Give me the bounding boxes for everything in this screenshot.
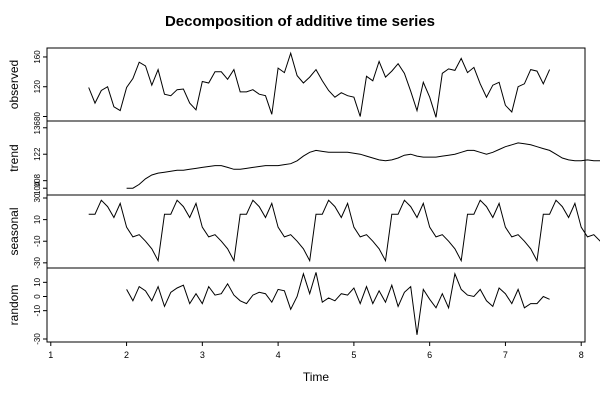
y-tick-label: 136 (33, 121, 42, 135)
panel-frame (46, 120, 586, 196)
x-tick-label: 7 (503, 350, 508, 360)
series-line-seasonal (88, 199, 600, 263)
y-tick-label: 30 (33, 193, 42, 202)
y-tick-label: 10 (33, 277, 42, 286)
y-tick-label: 80 (33, 112, 42, 121)
x-tick-label: 8 (579, 350, 584, 360)
x-tick-label: 1 (48, 350, 53, 360)
x-tick-label: 3 (200, 350, 205, 360)
panel-observed: 80 120 160 observed (7, 47, 586, 122)
y-tick-label: -10 (33, 235, 42, 247)
y-tick-label: 160 (33, 50, 42, 64)
panel-label-observed: observed (7, 60, 21, 109)
x-tick-label: 6 (427, 350, 432, 360)
x-axis: 1 2 3 4 5 6 7 8 (48, 342, 584, 360)
x-tick-label: 2 (124, 350, 129, 360)
panel-frame (46, 194, 586, 269)
y-tick-label: 108 (33, 173, 42, 187)
panel-seasonal: -30 -10 10 30 seasonal (7, 193, 600, 269)
y-tick-label: 0 (33, 294, 42, 299)
y-tick-label: 10 (33, 215, 42, 224)
x-tick-label: 4 (276, 350, 281, 360)
series-line-observed (88, 51, 551, 118)
y-tick-label: -10 (33, 304, 42, 316)
panel-label-random: random (7, 285, 21, 326)
panel-frame (46, 47, 586, 122)
y-tick-label: -30 (33, 257, 42, 269)
y-tick-label: 122 (33, 147, 42, 161)
x-axis-title: Time (303, 370, 330, 384)
series-line-random (126, 272, 550, 335)
y-tick-label: -30 (33, 333, 42, 345)
panel-random: -30 -10 0 10 random (7, 267, 586, 345)
x-tick-label: 5 (351, 350, 356, 360)
panel-frame (46, 267, 586, 343)
panel-label-seasonal: seasonal (7, 207, 21, 255)
chart-title: Decomposition of additive time series (165, 13, 435, 30)
series-line-trend (126, 142, 600, 189)
y-tick-label: 104 (33, 181, 42, 195)
y-tick-label: 120 (33, 80, 42, 94)
panel-label-trend: trend (7, 144, 21, 171)
